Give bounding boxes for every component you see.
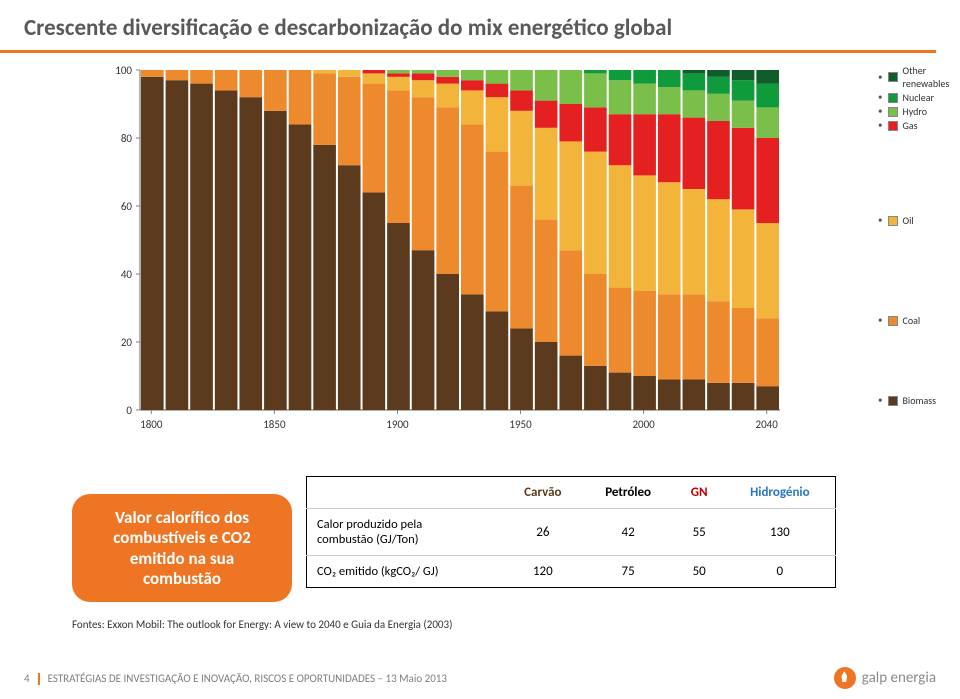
- svg-text:60: 60: [121, 200, 133, 213]
- galp-logo-text: galp energia: [862, 669, 936, 687]
- table-cell: 42: [583, 509, 674, 556]
- callout-line: combustíveis e CO2: [90, 528, 274, 548]
- fuel-data-table: CarvãoPetróleoGNHidrogénio Calor produzid…: [306, 476, 836, 588]
- legend-item: •Coal: [878, 314, 920, 327]
- callout-line: emitido na sua: [90, 549, 274, 569]
- legend-item: •Hydro: [878, 105, 958, 118]
- svg-text:1950: 1950: [509, 418, 532, 431]
- table-header: Petróleo: [583, 477, 674, 509]
- galp-logo-icon: [834, 667, 856, 689]
- svg-text:2000: 2000: [632, 418, 655, 431]
- svg-text:20: 20: [121, 336, 133, 349]
- svg-text:40: 40: [121, 268, 133, 281]
- legend-item: •Gas: [878, 119, 918, 132]
- source-note: Fontes: Exxon Mobil: The outlook for Ene…: [72, 618, 452, 631]
- page-number: 4: [24, 672, 30, 685]
- table-row-label: CO₂ emitido (kgCO₂/ GJ): [307, 556, 504, 588]
- table-header: Hidrogénio: [725, 477, 836, 509]
- svg-text:1800: 1800: [140, 418, 163, 431]
- table-cell: 120: [503, 556, 582, 588]
- svg-text:1900: 1900: [386, 418, 409, 431]
- callout-box: Valor calorífico dos combustíveis e CO2 …: [72, 494, 292, 602]
- legend-item: •Biomass: [878, 394, 936, 407]
- svg-text:100: 100: [115, 64, 132, 77]
- page-title: Crescente diversificação e descarbonizaç…: [0, 0, 960, 42]
- legend-item: •Other renewables: [878, 64, 958, 90]
- galp-logo: galp energia: [834, 667, 936, 689]
- footer-text: ESTRATÉGIAS DE INVESTIGAÇÃO E INOVAÇÃO, …: [48, 672, 447, 685]
- table-cell: 130: [725, 509, 836, 556]
- footer-divider: [38, 673, 40, 685]
- chart-legend: •Other renewables•Nuclear•Hydro•Gas•Oil•…: [878, 64, 958, 119]
- legend-item: •Nuclear: [878, 91, 958, 104]
- table-cell: 0: [725, 556, 836, 588]
- energy-mix-chart: 020406080100180018501900195020002040: [100, 60, 870, 450]
- callout-line: combustão: [90, 569, 274, 589]
- title-underline: [0, 50, 936, 53]
- table-cell: 50: [674, 556, 725, 588]
- table-cell: 26: [503, 509, 582, 556]
- table-row-label: Calor produzido pelacombustão (GJ/Ton): [307, 509, 504, 556]
- svg-text:2040: 2040: [756, 418, 779, 431]
- table-header: Carvão: [503, 477, 582, 509]
- footer: 4 ESTRATÉGIAS DE INVESTIGAÇÃO E INOVAÇÃO…: [24, 672, 447, 685]
- legend-item: •Oil: [878, 214, 914, 227]
- table-header: GN: [674, 477, 725, 509]
- svg-text:1850: 1850: [263, 418, 286, 431]
- callout-line: Valor calorífico dos: [90, 508, 274, 528]
- svg-text:80: 80: [121, 132, 133, 145]
- svg-text:0: 0: [126, 404, 132, 417]
- table-cell: 55: [674, 509, 725, 556]
- table-cell: 75: [583, 556, 674, 588]
